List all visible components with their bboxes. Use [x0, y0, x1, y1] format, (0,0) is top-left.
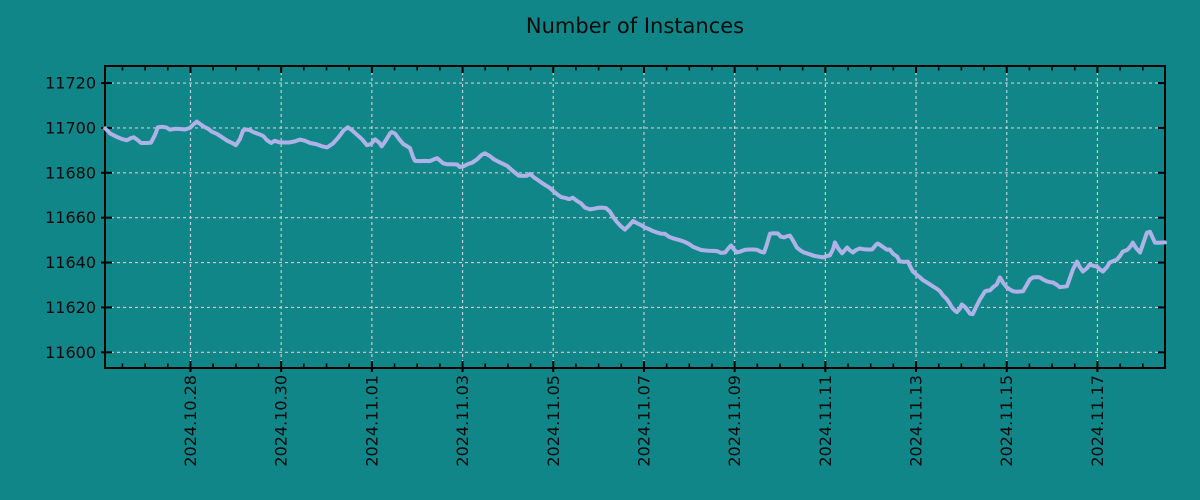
data-line — [103, 119, 1167, 317]
x-tick-label: 2024.11.17 — [1088, 375, 1107, 467]
x-tick-label: 2024.11.01 — [362, 375, 381, 467]
y-tick-label: 11700 — [45, 118, 96, 137]
y-tick-label: 11620 — [45, 298, 96, 317]
y-tick-label: 11680 — [45, 163, 96, 182]
chart-title: Number of Instances — [525, 14, 745, 38]
x-tick-label: 2024.11.15 — [997, 375, 1016, 467]
x-tick-label: 2024.11.09 — [725, 375, 744, 467]
plot-border — [104, 65, 1166, 369]
x-tick-label: 2024.11.03 — [453, 375, 472, 467]
y-tick-label: 11600 — [45, 343, 96, 362]
x-tick-label: 2024.10.28 — [181, 375, 200, 467]
x-tick-label: 2024.10.30 — [272, 375, 291, 467]
y-tick-label: 11720 — [45, 74, 96, 93]
x-tick-label: 2024.11.13 — [907, 375, 926, 467]
x-tick-label: 2024.11.11 — [816, 375, 835, 467]
y-tick-label: 11660 — [45, 208, 96, 227]
y-tick-label: 11640 — [45, 253, 96, 272]
x-tick-label: 2024.11.05 — [544, 375, 563, 467]
x-tick-label: 2024.11.07 — [634, 375, 653, 467]
